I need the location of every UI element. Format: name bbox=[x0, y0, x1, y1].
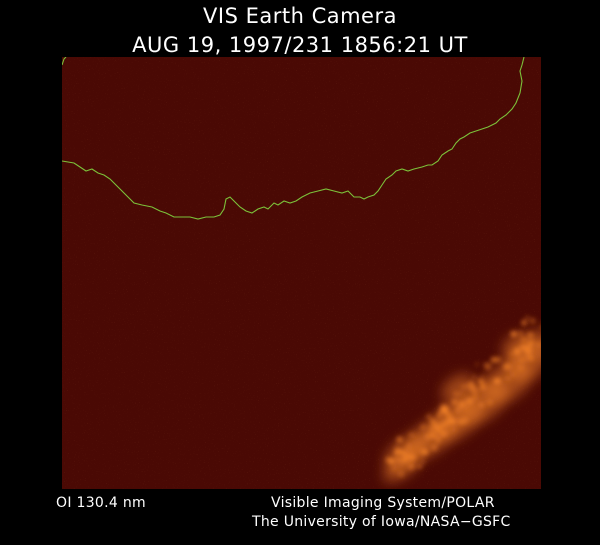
aurora-speckle bbox=[523, 346, 529, 352]
aurora-speckle bbox=[456, 392, 460, 396]
aurora-speckle bbox=[436, 436, 441, 441]
aurora-speckle bbox=[409, 459, 412, 462]
aurora-speckle bbox=[410, 455, 416, 460]
aurora-speckle bbox=[463, 383, 469, 389]
aurora-speckle bbox=[510, 352, 514, 356]
instrument-label: Visible Imaging System/POLAR bbox=[271, 495, 495, 511]
aurora-speckle bbox=[529, 332, 534, 337]
aurora-speckle bbox=[486, 399, 493, 406]
aurora-speckle bbox=[477, 378, 482, 383]
aurora-speckle bbox=[480, 384, 486, 391]
aurora-speckle bbox=[536, 341, 541, 347]
aurora-speckle bbox=[521, 320, 527, 326]
aurora-speckle bbox=[525, 316, 529, 320]
wavelength-label: OI 130.4 nm bbox=[56, 495, 146, 511]
aurora-speckle bbox=[431, 433, 437, 439]
aurora-speckle bbox=[406, 452, 412, 458]
aurora-speckle bbox=[514, 347, 520, 354]
earth-camera-image bbox=[62, 57, 541, 489]
aurora-speckle bbox=[451, 399, 458, 405]
aurora-speckle bbox=[518, 331, 523, 336]
aurora-speckle bbox=[420, 424, 427, 431]
aurora-speckle bbox=[462, 417, 469, 424]
aurora-speckle bbox=[394, 444, 398, 449]
aurora-speckle bbox=[479, 402, 484, 408]
aurora-speckle bbox=[476, 390, 480, 393]
aurora-speckle bbox=[523, 357, 528, 363]
aurora-speckle bbox=[519, 358, 524, 363]
aurora-speckle bbox=[406, 446, 411, 450]
aurora-speckle bbox=[505, 375, 511, 382]
aurora-speckle bbox=[446, 412, 453, 419]
aurora-speckle bbox=[417, 464, 422, 469]
aurora-speckle bbox=[440, 430, 447, 437]
aurora-speckle bbox=[395, 448, 403, 455]
aurora-speckle bbox=[460, 391, 464, 395]
aurora-speckle bbox=[527, 332, 531, 336]
aurora-speckle bbox=[472, 374, 477, 380]
aurora-speckle bbox=[408, 463, 415, 470]
aurora-speckle bbox=[402, 456, 408, 463]
aurora-speckle bbox=[427, 415, 431, 419]
aurora-speckle bbox=[419, 448, 427, 455]
coastline-outline bbox=[62, 57, 525, 220]
coastline-outline-upper bbox=[62, 57, 67, 66]
aurora-speckle bbox=[472, 390, 477, 396]
aurora-speckle bbox=[465, 407, 468, 410]
aurora-speckle bbox=[421, 459, 424, 462]
aurora-speckle bbox=[521, 337, 527, 343]
aurora-speckle bbox=[433, 425, 436, 429]
aurora-speckle bbox=[404, 447, 408, 450]
aurora-speckle bbox=[505, 363, 511, 370]
aurora-speckle bbox=[450, 418, 457, 425]
aurora-speckle bbox=[493, 378, 499, 384]
aurora-speckles bbox=[385, 316, 541, 478]
aurora-speckle bbox=[424, 434, 431, 441]
aurora-speckle bbox=[483, 362, 487, 366]
aurora-speckle bbox=[475, 362, 479, 366]
aurora-speckle bbox=[470, 385, 478, 393]
aurora-speckle bbox=[428, 426, 432, 430]
aurora-speckle bbox=[511, 372, 516, 377]
aurora-speckle bbox=[439, 410, 443, 414]
aurora-speckle bbox=[490, 356, 497, 363]
institution-label: The University of Iowa/NASA−GSFC bbox=[252, 514, 511, 530]
aurora-speckle bbox=[484, 362, 492, 370]
aurora-speckle bbox=[518, 365, 524, 371]
aurora-speckle bbox=[436, 440, 440, 444]
aurora-speckle bbox=[434, 426, 442, 434]
aurora-speckle bbox=[408, 432, 413, 437]
aurora-speckle bbox=[495, 356, 502, 363]
aurora-speckle bbox=[510, 331, 517, 338]
aurora-blob bbox=[383, 451, 421, 483]
aurora-speckle bbox=[437, 413, 441, 418]
aurora-speckle bbox=[411, 433, 416, 438]
aurora-speckle bbox=[401, 450, 407, 456]
aurora-speckle bbox=[407, 442, 412, 447]
aurora-speckle bbox=[459, 400, 464, 405]
aurora-speckle bbox=[519, 337, 523, 342]
aurora-speckle bbox=[485, 386, 489, 389]
aurora-speckle bbox=[396, 436, 403, 443]
aurora-speckle bbox=[391, 466, 396, 471]
aurora-speckle bbox=[473, 395, 478, 400]
aurora-speckle bbox=[526, 342, 533, 349]
aurora-speckle bbox=[388, 458, 395, 465]
aurora-speckle bbox=[455, 407, 461, 413]
aurora-speckle bbox=[481, 375, 484, 378]
aurora-speckle bbox=[398, 471, 405, 478]
aurora-speckle bbox=[430, 429, 434, 432]
aurora-speckle bbox=[411, 448, 414, 451]
aurora-speckle bbox=[529, 317, 536, 324]
aurora-speckle bbox=[430, 444, 438, 451]
aurora-speckle bbox=[452, 428, 456, 431]
aurora-blob bbox=[441, 373, 473, 401]
image-timestamp: AUG 19, 1997/231 1856:21 UT bbox=[132, 33, 468, 57]
image-title: VIS Earth Camera bbox=[203, 4, 397, 28]
aurora-speckle bbox=[442, 420, 449, 427]
aurora-speckle bbox=[466, 397, 473, 405]
aurora-speckle bbox=[431, 419, 434, 422]
